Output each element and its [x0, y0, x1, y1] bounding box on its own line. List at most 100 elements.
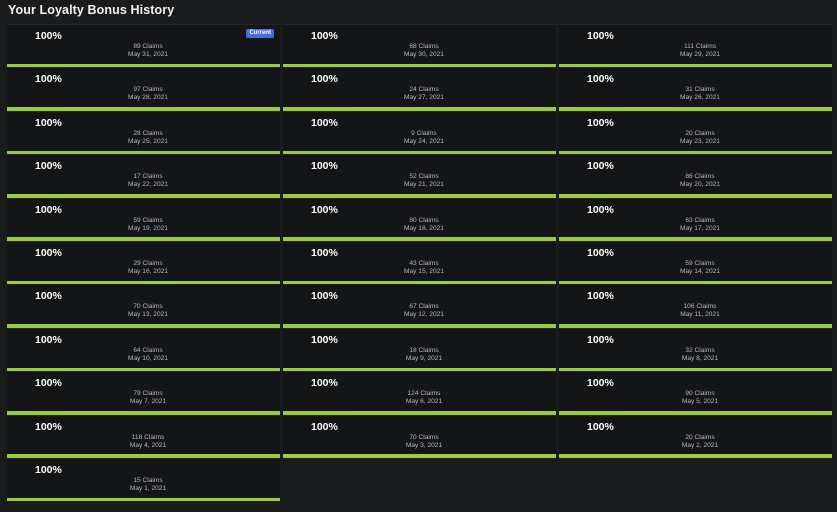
claims-count: 59 Claims — [133, 216, 163, 224]
bonus-percent: 100% — [35, 30, 62, 42]
progress-bar — [283, 411, 556, 415]
progress-bar — [559, 150, 832, 155]
claims-count: 31 Claims — [685, 86, 715, 94]
progress-bar — [559, 411, 832, 415]
progress-bar-fill — [283, 367, 556, 372]
progress-bar — [7, 107, 280, 111]
history-card: 100% 59 Claims May 19, 2021 — [7, 197, 280, 241]
history-card: 100% Current 89 Claims May 31, 2021 — [7, 24, 280, 68]
progress-bar-fill — [7, 411, 280, 415]
history-card: 100% 17 Claims May 22, 2021 — [7, 154, 280, 198]
claim-date: May 24, 2021 — [404, 137, 444, 145]
progress-bar-fill — [283, 454, 556, 458]
claims-count: 17 Claims — [133, 173, 163, 181]
claims-count: 9 Claims — [411, 129, 437, 137]
claim-date: May 7, 2021 — [129, 398, 167, 406]
progress-bar-fill — [559, 237, 832, 241]
progress-bar-fill — [7, 497, 280, 502]
claim-date: May 15, 2021 — [404, 267, 444, 275]
claim-date: May 22, 2021 — [128, 181, 168, 189]
progress-bar-fill — [283, 324, 556, 328]
bonus-percent: 100% — [35, 160, 62, 173]
bonus-percent: 100% — [35, 73, 62, 86]
claim-date: May 8, 2021 — [681, 354, 719, 362]
claims-count: 90 Claims — [685, 390, 715, 398]
history-card: 100% 118 Claims May 4, 2021 — [7, 414, 280, 458]
claims-count: 70 Claims — [409, 433, 439, 441]
claim-date: May 18, 2021 — [404, 224, 444, 232]
claims-count: 43 Claims — [409, 259, 439, 267]
history-card: 100% 111 Claims May 29, 2021 — [559, 24, 832, 68]
history-card: 100% 24 Claims May 27, 2021 — [283, 67, 556, 111]
progress-bar-fill — [283, 63, 556, 68]
history-card: 100% 70 Claims May 13, 2021 — [7, 284, 280, 328]
claim-date: May 11, 2021 — [680, 311, 720, 319]
progress-bar — [283, 454, 556, 458]
claims-count: 86 Claims — [685, 173, 715, 181]
history-card: 100% 20 Claims May 2, 2021 — [559, 414, 832, 458]
claim-date: May 13, 2021 — [128, 311, 168, 319]
progress-bar — [7, 497, 280, 502]
bonus-percent: 100% — [587, 73, 614, 86]
bonus-percent: 100% — [311, 160, 338, 173]
claims-count: 68 Claims — [409, 43, 439, 50]
progress-bar — [283, 63, 556, 68]
claims-count: 106 Claims — [683, 303, 717, 311]
claims-count: 20 Claims — [685, 129, 715, 137]
history-card: 100% 18 Claims May 9, 2021 — [283, 327, 556, 372]
claims-count: 28 Claims — [133, 129, 163, 137]
bonus-percent: 100% — [35, 463, 62, 476]
claim-date: May 9, 2021 — [405, 354, 443, 362]
bonus-percent: 100% — [35, 290, 62, 303]
progress-bar-fill — [7, 63, 280, 68]
history-card: 100% 29 Claims May 16, 2021 — [7, 240, 280, 285]
bonus-percent: 100% — [311, 333, 338, 346]
claim-date: May 6, 2021 — [405, 398, 443, 406]
claim-date: May 31, 2021 — [128, 51, 168, 58]
progress-bar-fill — [283, 411, 556, 415]
history-card: 100% 106 Claims May 11, 2021 — [559, 284, 832, 328]
history-card: 100% 70 Claims May 3, 2021 — [283, 414, 556, 458]
progress-bar — [7, 411, 280, 415]
progress-bar — [559, 194, 832, 198]
claims-count: 124 Claims — [407, 390, 441, 398]
bonus-percent: 100% — [587, 30, 614, 42]
bonus-percent: 100% — [311, 73, 338, 86]
progress-bar — [559, 63, 832, 68]
bonus-percent: 100% — [311, 420, 338, 433]
bonus-percent: 100% — [587, 420, 614, 433]
claim-date: May 21, 2021 — [404, 181, 444, 189]
progress-bar — [559, 367, 832, 372]
history-card: 100% 9 Claims May 24, 2021 — [283, 110, 556, 155]
bonus-percent: 100% — [311, 246, 338, 259]
claim-date: May 28, 2021 — [128, 94, 168, 102]
progress-bar-fill — [7, 324, 280, 328]
claim-date: May 19, 2021 — [128, 224, 168, 232]
claims-count: 64 Claims — [133, 346, 163, 354]
progress-bar-fill — [559, 454, 832, 458]
history-card: 100% 80 Claims May 18, 2021 — [283, 197, 556, 241]
claims-count: 63 Claims — [685, 216, 715, 224]
claims-count: 70 Claims — [133, 303, 163, 311]
bonus-percent: 100% — [587, 333, 614, 346]
history-card: 100% 79 Claims May 7, 2021 — [7, 371, 280, 415]
claims-count: 118 Claims — [131, 433, 165, 441]
bonus-percent: 100% — [311, 203, 338, 216]
progress-bar-fill — [7, 107, 280, 111]
progress-bar — [7, 63, 280, 68]
progress-bar — [7, 237, 280, 241]
claim-date: May 23, 2021 — [680, 137, 720, 145]
claim-date: May 17, 2021 — [680, 224, 720, 232]
claims-count: 97 Claims — [133, 86, 163, 94]
progress-bar-fill — [559, 411, 832, 415]
claim-date: May 25, 2021 — [128, 137, 168, 145]
claim-date: May 29, 2021 — [680, 51, 720, 58]
progress-bar-fill — [283, 150, 556, 155]
history-card: 100% 97 Claims May 28, 2021 — [7, 67, 280, 111]
claims-count: 67 Claims — [409, 303, 439, 311]
history-card: 100% 15 Claims May 1, 2021 — [7, 457, 280, 502]
history-card: 100% 124 Claims May 6, 2021 — [283, 371, 556, 415]
history-card: 100% 67 Claims May 12, 2021 — [283, 284, 556, 328]
claim-date: May 4, 2021 — [129, 441, 167, 449]
progress-bar — [7, 324, 280, 328]
